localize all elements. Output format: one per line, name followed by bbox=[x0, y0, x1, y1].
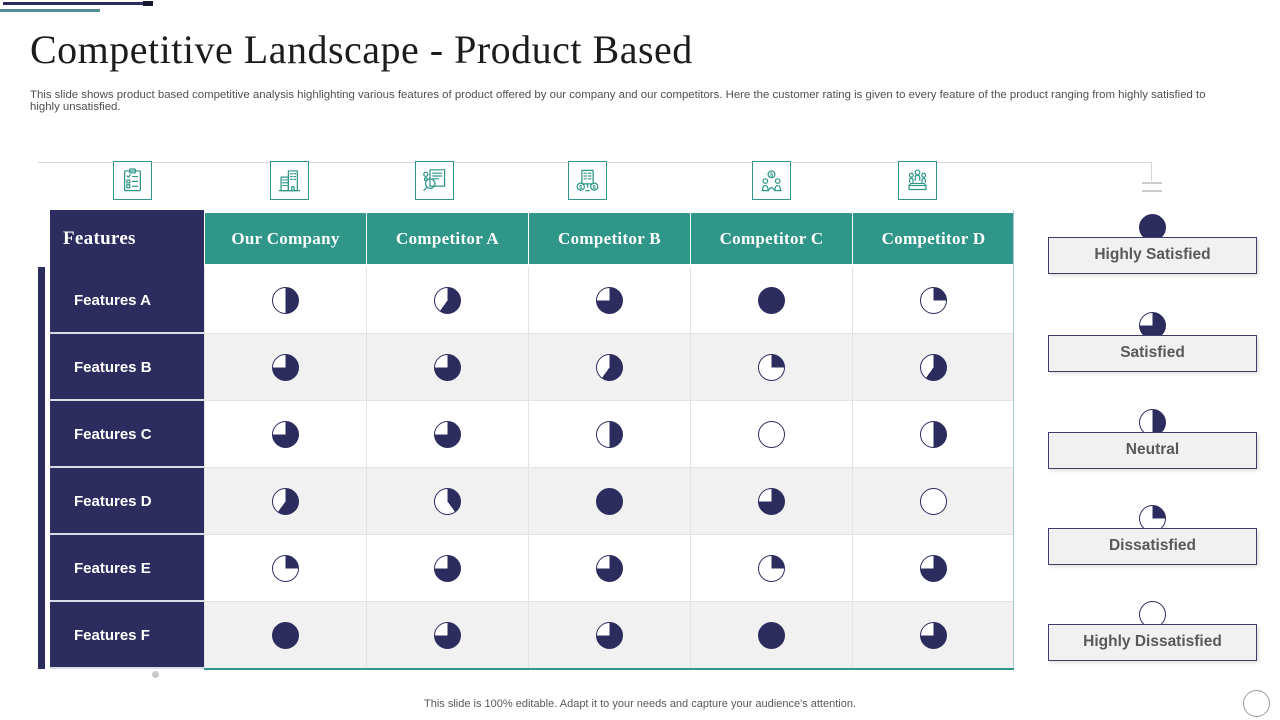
svg-text:$: $ bbox=[770, 172, 774, 178]
rating-harvey-ball bbox=[596, 487, 623, 515]
feature-label: Features B bbox=[50, 334, 204, 401]
header-competitor-c: Competitor C bbox=[690, 213, 852, 264]
rating-harvey-ball bbox=[920, 621, 947, 649]
legend-label: Dissatisfied bbox=[1048, 528, 1257, 565]
legend-harvey-ball bbox=[1139, 214, 1166, 241]
rating-harvey-ball bbox=[434, 353, 461, 381]
rating-harvey-ball bbox=[758, 487, 785, 515]
table-bottom-border bbox=[204, 668, 1014, 670]
table-header-row: Features Our Company Competitor A Compet… bbox=[50, 210, 1014, 267]
checklist-clipboard-icon bbox=[113, 161, 152, 200]
table-left-accent bbox=[38, 267, 45, 669]
rating-harvey-ball bbox=[758, 554, 785, 582]
customer-value-icon: $ bbox=[752, 161, 791, 200]
legend-label: Satisfied bbox=[1048, 335, 1257, 372]
legend-label: Highly Satisfied bbox=[1048, 237, 1257, 274]
rating-harvey-ball bbox=[272, 286, 299, 314]
table-row: Features F bbox=[50, 602, 1014, 669]
footer-note: This slide is 100% editable. Adapt it to… bbox=[424, 698, 856, 710]
rating-harvey-ball bbox=[434, 286, 461, 314]
legend-harvey-ball bbox=[1139, 601, 1166, 628]
rating-harvey-ball bbox=[596, 420, 623, 448]
slide-subtitle: This slide shows product based competiti… bbox=[30, 89, 1206, 113]
legend-item-satisfied: Satisfied bbox=[1048, 312, 1257, 372]
corporate-finance-icon: $ $ bbox=[568, 161, 607, 200]
top-accent-bar-teal bbox=[0, 9, 100, 12]
legend-harvey-ball bbox=[1139, 505, 1166, 532]
header-competitor-b: Competitor B bbox=[528, 213, 690, 264]
legend-item-neutral: Neutral bbox=[1048, 409, 1257, 469]
table-row: Features D bbox=[50, 468, 1014, 535]
rating-harvey-ball bbox=[758, 286, 785, 314]
rating-harvey-ball bbox=[272, 353, 299, 381]
legend-label: Highly Dissatisfied bbox=[1048, 624, 1257, 661]
rating-harvey-ball bbox=[920, 286, 947, 314]
competitive-matrix-table: Features Our Company Competitor A Compet… bbox=[38, 210, 1028, 678]
rating-harvey-ball bbox=[758, 621, 785, 649]
rating-harvey-ball bbox=[920, 353, 947, 381]
company-buildings-icon bbox=[270, 161, 309, 200]
rating-harvey-ball bbox=[758, 420, 785, 448]
table-row: Features A bbox=[50, 267, 1014, 334]
rating-harvey-ball bbox=[596, 286, 623, 314]
rating-harvey-ball bbox=[434, 621, 461, 649]
feature-label: Features D bbox=[50, 468, 204, 535]
rating-harvey-ball bbox=[758, 353, 785, 381]
header-features: Features bbox=[50, 210, 204, 267]
legend-item-dissatisfied: Dissatisfied bbox=[1048, 505, 1257, 565]
rating-harvey-ball bbox=[920, 554, 947, 582]
legend-item-highly-dissatisfied: Highly Dissatisfied bbox=[1048, 601, 1257, 661]
svg-text:$: $ bbox=[593, 185, 597, 191]
corner-circle-decoration bbox=[1243, 690, 1270, 717]
rating-harvey-ball bbox=[596, 353, 623, 381]
svg-text:$: $ bbox=[579, 185, 583, 191]
legend-label: Neutral bbox=[1048, 432, 1257, 469]
rating-harvey-ball bbox=[920, 487, 947, 515]
feature-label: Features F bbox=[50, 602, 204, 669]
header-our-company: Our Company bbox=[204, 213, 366, 264]
table-row: Features E bbox=[50, 535, 1014, 602]
resize-dot bbox=[152, 671, 159, 678]
feature-label: Features A bbox=[50, 267, 204, 334]
table-row: Features C bbox=[50, 401, 1014, 468]
rating-harvey-ball bbox=[272, 621, 299, 649]
feature-label: Features C bbox=[50, 401, 204, 468]
feature-label: Features E bbox=[50, 535, 204, 602]
table-row: Features B bbox=[50, 334, 1014, 401]
rating-harvey-ball bbox=[920, 420, 947, 448]
table-right-border bbox=[1013, 210, 1014, 669]
legend-harvey-ball bbox=[1139, 312, 1166, 339]
rating-harvey-ball bbox=[272, 554, 299, 582]
legend-harvey-ball bbox=[1139, 409, 1166, 436]
header-competitor-a: Competitor A bbox=[366, 213, 528, 264]
rating-harvey-ball bbox=[272, 420, 299, 448]
team-rating-icon bbox=[898, 161, 937, 200]
rating-harvey-ball bbox=[596, 621, 623, 649]
rating-harvey-ball bbox=[596, 554, 623, 582]
competitive-analysis-icon bbox=[415, 161, 454, 200]
top-accent-bar-tick bbox=[143, 1, 153, 6]
rating-harvey-ball bbox=[434, 554, 461, 582]
legend-item-highly-satisfied: Highly Satisfied bbox=[1048, 214, 1257, 274]
rating-harvey-ball bbox=[434, 487, 461, 515]
frame-handle-icon bbox=[1142, 182, 1162, 192]
top-accent-bar-navy bbox=[3, 2, 150, 5]
rating-harvey-ball bbox=[272, 487, 299, 515]
rating-harvey-ball bbox=[434, 420, 461, 448]
header-competitor-d: Competitor D bbox=[852, 213, 1014, 264]
slide-title: Competitive Landscape - Product Based bbox=[30, 27, 693, 72]
